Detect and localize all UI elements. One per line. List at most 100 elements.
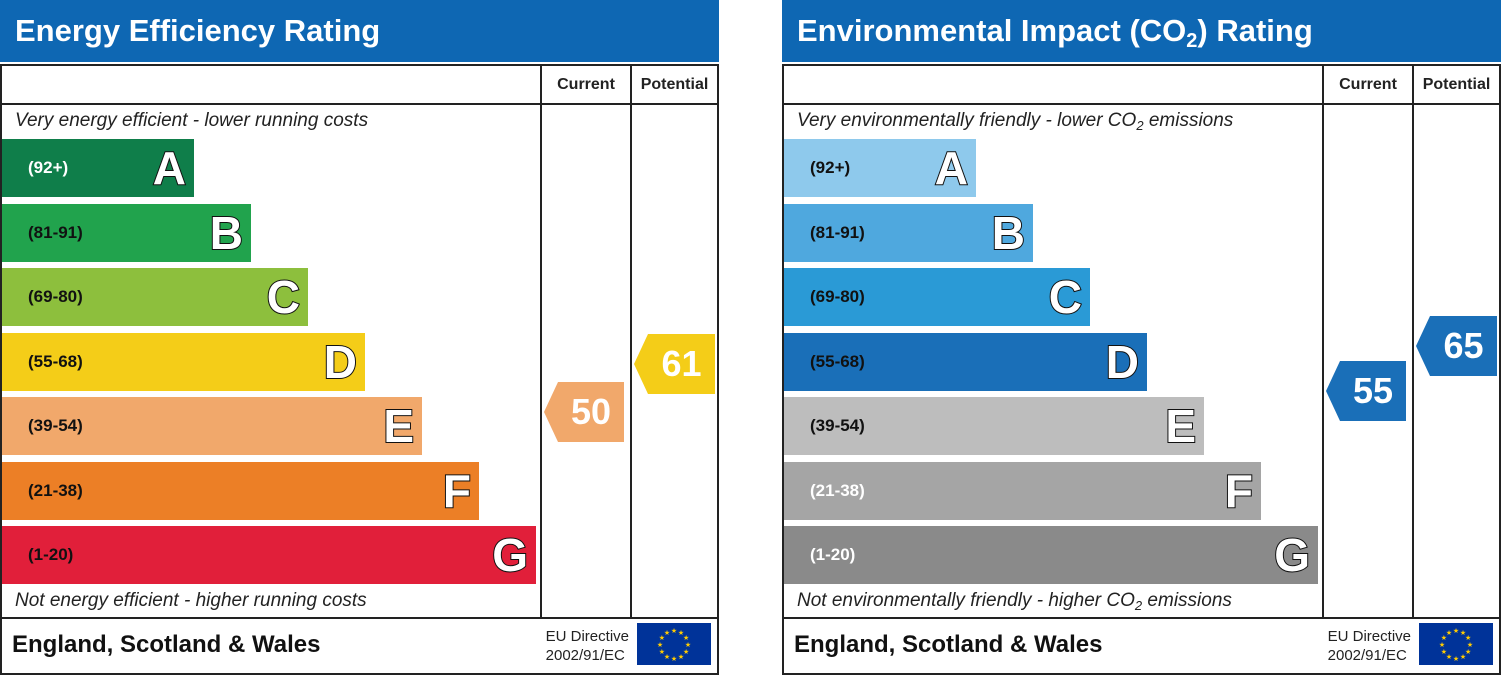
- potential-rating-marker: 65: [1416, 316, 1497, 376]
- potential-marker-arrow: [634, 334, 715, 394]
- band-letter: E: [382, 399, 415, 453]
- band-range-label: (1-20): [810, 545, 856, 564]
- eu-star-icon: ★: [678, 629, 684, 637]
- eu-star-icon: ★: [671, 655, 677, 663]
- band-range-label: (55-68): [28, 351, 83, 371]
- potential-column-divider: [1412, 66, 1414, 619]
- band-range-label: (21-38): [28, 480, 83, 500]
- band-letter: G: [1273, 528, 1311, 582]
- current-marker-arrow: [544, 382, 624, 442]
- band-range-label: (69-80): [28, 287, 83, 306]
- current-rating-value: 50: [570, 391, 612, 432]
- band-range-label: (69-80): [810, 287, 865, 306]
- band-range-label: (92+): [28, 158, 69, 177]
- eu-directive-code: 2002/91/EC: [545, 647, 625, 664]
- rating-band-b: (81-91) B: [2, 203, 251, 262]
- band-letter: A: [152, 141, 187, 195]
- eu-star-icon: ★: [683, 634, 689, 642]
- band-letter: E: [1164, 399, 1197, 453]
- rating-band-a: (92+) A: [784, 139, 976, 197]
- eu-star-icon: ★: [1441, 648, 1447, 656]
- band-range-label: (1-20): [28, 545, 74, 564]
- rating-band-g: (1-20) G: [784, 526, 1318, 584]
- potential-marker-arrow: [1416, 316, 1497, 376]
- band-letter: D: [1105, 335, 1140, 389]
- footer-region: England, Scotland & Wales: [12, 631, 321, 658]
- band-letter: G: [491, 528, 529, 582]
- eu-star-icon: ★: [1453, 627, 1459, 635]
- band-letter: F: [442, 464, 472, 518]
- chart-title: Environmental Impact (CO2) Rating: [782, 0, 1501, 62]
- band-letter: F: [1224, 464, 1254, 518]
- rating-frame: Current Potential Very energy efficient …: [0, 64, 719, 675]
- bottom-note: Not environmentally friendly - higher CO…: [797, 590, 1232, 613]
- header-divider: [784, 103, 1499, 105]
- top-note: Very energy efficient - lower running co…: [15, 110, 369, 131]
- eu-flag-icon: ★ ★ ★ ★ ★ ★ ★ ★ ★ ★ ★ ★: [637, 623, 711, 665]
- band-range-label: (39-54): [810, 416, 865, 435]
- top-note: Very environmentally friendly - lower CO…: [797, 110, 1234, 133]
- potential-rating-value: 61: [661, 343, 702, 384]
- eu-star-icon: ★: [1460, 629, 1466, 637]
- eu-star-icon: ★: [659, 634, 665, 642]
- band-range-label: (92+): [810, 158, 851, 177]
- eu-star-icon: ★: [1446, 653, 1452, 661]
- eu-star-icon: ★: [1439, 641, 1445, 649]
- eu-directive-label: EU Directive: [1327, 628, 1411, 645]
- eu-star-icon: ★: [671, 627, 677, 635]
- potential-rating-marker: 61: [634, 334, 715, 394]
- footer-divider: [784, 617, 1499, 619]
- eu-flag-icon: ★ ★ ★ ★ ★ ★ ★ ★ ★ ★ ★ ★: [1419, 623, 1493, 665]
- band-letter: C: [1048, 270, 1083, 324]
- rating-band-f: (21-38) F: [784, 461, 1261, 520]
- band-range-label: (55-68): [810, 351, 865, 371]
- eu-directive-label: EU Directive: [545, 628, 629, 645]
- eu-directive-code: 2002/91/EC: [1327, 647, 1407, 664]
- current-column-divider: [540, 66, 542, 619]
- rating-band-d: (55-68) D: [2, 332, 365, 391]
- band-range-label: (21-38): [810, 480, 865, 500]
- eu-star-icon: ★: [664, 629, 670, 637]
- energy-efficiency-panel: Energy Efficiency Rating Current Potenti…: [0, 0, 719, 675]
- eu-star-icon: ★: [657, 641, 663, 649]
- current-rating-marker: 50: [544, 382, 624, 442]
- rating-band-a: (92+) A: [2, 139, 194, 197]
- eu-star-icon: ★: [1441, 634, 1447, 642]
- band-letter: D: [323, 335, 358, 389]
- band-letter: C: [266, 270, 301, 324]
- band-range-label: (81-91): [810, 222, 865, 242]
- rating-band-e: (39-54) E: [2, 397, 422, 455]
- rating-frame: Current Potential Very environmentally f…: [782, 64, 1501, 675]
- column-header-current: Current: [1339, 76, 1397, 93]
- bottom-note: Not energy efficient - higher running co…: [15, 590, 367, 611]
- rating-band-c: (69-80) C: [2, 268, 308, 326]
- chart-title: Energy Efficiency Rating: [0, 0, 719, 62]
- current-marker-arrow: [1326, 361, 1406, 421]
- band-range-label: (81-91): [28, 222, 83, 242]
- eu-star-icon: ★: [664, 653, 670, 661]
- rating-band-c: (69-80) C: [784, 268, 1090, 326]
- band-range-label: (39-54): [28, 416, 83, 435]
- environmental-impact-panel: Environmental Impact (CO2) Rating Curren…: [782, 0, 1501, 675]
- current-column-divider: [1322, 66, 1324, 619]
- eu-directive: EU Directive 2002/91/EC: [546, 627, 629, 665]
- rating-band-f: (21-38) F: [2, 461, 479, 520]
- footer-region: England, Scotland & Wales: [794, 631, 1103, 658]
- potential-column-divider: [630, 66, 632, 619]
- eu-star-icon: ★: [1465, 634, 1471, 642]
- eu-star-icon: ★: [678, 653, 684, 661]
- eu-star-icon: ★: [1460, 653, 1466, 661]
- rating-band-g: (1-20) G: [2, 526, 536, 584]
- eu-star-icon: ★: [1467, 641, 1473, 649]
- header-divider: [2, 103, 717, 105]
- eu-star-icon: ★: [1465, 648, 1471, 656]
- band-letter: B: [991, 206, 1026, 260]
- eu-star-icon: ★: [659, 648, 665, 656]
- column-header-current: Current: [557, 76, 615, 93]
- eu-star-icon: ★: [685, 641, 691, 649]
- band-letter: B: [209, 206, 244, 260]
- band-letter: A: [934, 141, 969, 195]
- footer-divider: [2, 617, 717, 619]
- rating-band-b: (81-91) B: [784, 203, 1033, 262]
- eu-star-icon: ★: [1446, 629, 1452, 637]
